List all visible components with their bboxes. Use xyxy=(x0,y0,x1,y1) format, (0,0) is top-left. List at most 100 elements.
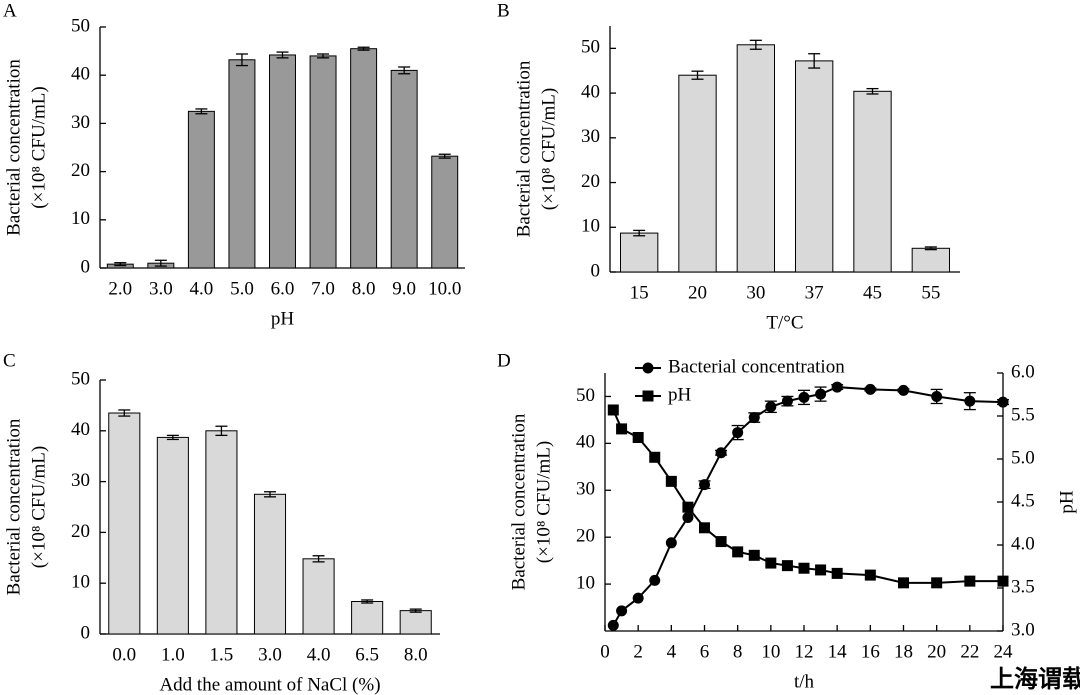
bar xyxy=(187,110,215,269)
panel-label: A xyxy=(3,0,17,21)
marker xyxy=(931,577,943,589)
x-tick-label: 12 xyxy=(795,641,814,662)
y-tick-label: 20 xyxy=(581,171,600,192)
marker xyxy=(665,475,677,487)
marker xyxy=(898,384,909,396)
y2-tick-label: 3.5 xyxy=(1011,576,1035,597)
bar xyxy=(853,90,892,273)
bar xyxy=(269,54,296,269)
y-tick-label: 40 xyxy=(581,81,600,102)
y-axis-label: Bacterial concentration xyxy=(513,60,534,237)
y2-tick-label: 5.5 xyxy=(1011,404,1035,425)
x-tick-label: 3.0 xyxy=(258,644,282,665)
y-tick-label: 30 xyxy=(576,479,595,500)
y2-tick-label: 4.5 xyxy=(1011,490,1035,511)
marker xyxy=(798,391,810,403)
x-tick-label: 24 xyxy=(994,641,1014,662)
x-tick-label: 4 xyxy=(667,641,677,662)
marker xyxy=(765,401,777,413)
legend-marker xyxy=(642,362,654,374)
x-tick-label: 1.0 xyxy=(161,644,185,665)
x-axis-label: T/°C xyxy=(766,312,803,333)
marker xyxy=(607,619,619,631)
panel-label: B xyxy=(497,0,510,21)
marker xyxy=(964,575,976,587)
y-tick-label: 20 xyxy=(71,160,90,181)
x-tick-label: 45 xyxy=(863,282,882,303)
marker xyxy=(781,395,793,407)
marker xyxy=(964,395,976,407)
y-tick-label: 10 xyxy=(576,572,595,593)
y-tick-label: 10 xyxy=(71,208,90,229)
marker xyxy=(715,447,727,459)
marker xyxy=(616,423,628,435)
marker xyxy=(682,501,694,513)
watermark: 上海谓载 xyxy=(990,665,1080,693)
x-tick-label: 8 xyxy=(733,641,743,662)
y-axis-label: (×10⁸ CFU/mL) xyxy=(538,88,559,210)
bar xyxy=(911,247,951,273)
y2-axis-label: pH xyxy=(1056,490,1077,514)
x-tick-label: 6.0 xyxy=(271,278,295,299)
y-tick-label: 40 xyxy=(71,64,90,85)
bar xyxy=(795,60,834,273)
marker xyxy=(715,536,727,548)
x-tick-label: 0 xyxy=(600,641,610,662)
x-axis-label: pH xyxy=(271,308,295,329)
legend-label: Bacterial concentration xyxy=(668,356,845,377)
bar xyxy=(156,436,189,635)
marker xyxy=(632,432,644,443)
marker xyxy=(649,451,661,463)
x-tick-label: 5.0 xyxy=(230,278,254,299)
y-tick-label: 20 xyxy=(576,526,595,547)
bar xyxy=(205,430,238,635)
y-tick-label: 50 xyxy=(576,385,595,406)
marker xyxy=(748,412,760,424)
x-tick-label: 4.0 xyxy=(307,644,331,665)
y-tick-label: 0 xyxy=(81,256,91,277)
bar xyxy=(620,232,659,273)
x-tick-label: 16 xyxy=(861,641,880,662)
x-axis-label: t/h xyxy=(794,671,815,692)
marker xyxy=(815,564,827,576)
x-tick-label: 3.0 xyxy=(149,278,173,299)
bar xyxy=(399,610,432,635)
x-tick-label: 2.0 xyxy=(108,278,132,299)
y2-tick-label: 5.0 xyxy=(1011,447,1035,468)
y-tick-label: 20 xyxy=(71,521,90,542)
marker xyxy=(931,390,943,402)
marker xyxy=(997,575,1009,587)
bar xyxy=(108,412,141,635)
x-tick-label: 10.0 xyxy=(428,278,461,299)
x-tick-label: 10 xyxy=(761,641,780,662)
marker xyxy=(798,562,810,574)
x-tick-label: 20 xyxy=(927,641,946,662)
y2-tick-label: 3.0 xyxy=(1011,619,1035,640)
x-axis-label: Add the amount of NaCl (%) xyxy=(159,674,380,695)
y-tick-label: 10 xyxy=(581,216,600,237)
marker xyxy=(699,479,710,491)
marker xyxy=(649,574,661,586)
marker xyxy=(815,388,827,400)
marker xyxy=(748,549,760,561)
y-tick-label: 30 xyxy=(581,126,600,147)
x-tick-label: 8.0 xyxy=(352,278,376,299)
y-axis-label: (×10⁸ CFU/mL) xyxy=(28,446,49,568)
x-tick-label: 0.0 xyxy=(112,644,136,665)
x-tick-label: 55 xyxy=(921,282,940,303)
x-tick-label: 6 xyxy=(700,641,710,662)
marker xyxy=(732,546,744,558)
panel-label: C xyxy=(3,350,16,371)
y-tick-label: 0 xyxy=(81,622,91,643)
marker xyxy=(831,381,843,393)
series-line xyxy=(612,409,1003,584)
y-axis-label: Bacterial concentration xyxy=(508,413,529,590)
bar xyxy=(736,44,776,273)
marker xyxy=(781,560,793,572)
marker xyxy=(682,511,694,523)
bar xyxy=(390,69,418,269)
marker xyxy=(898,577,909,589)
x-tick-label: 20 xyxy=(688,282,707,303)
marker xyxy=(765,557,777,569)
